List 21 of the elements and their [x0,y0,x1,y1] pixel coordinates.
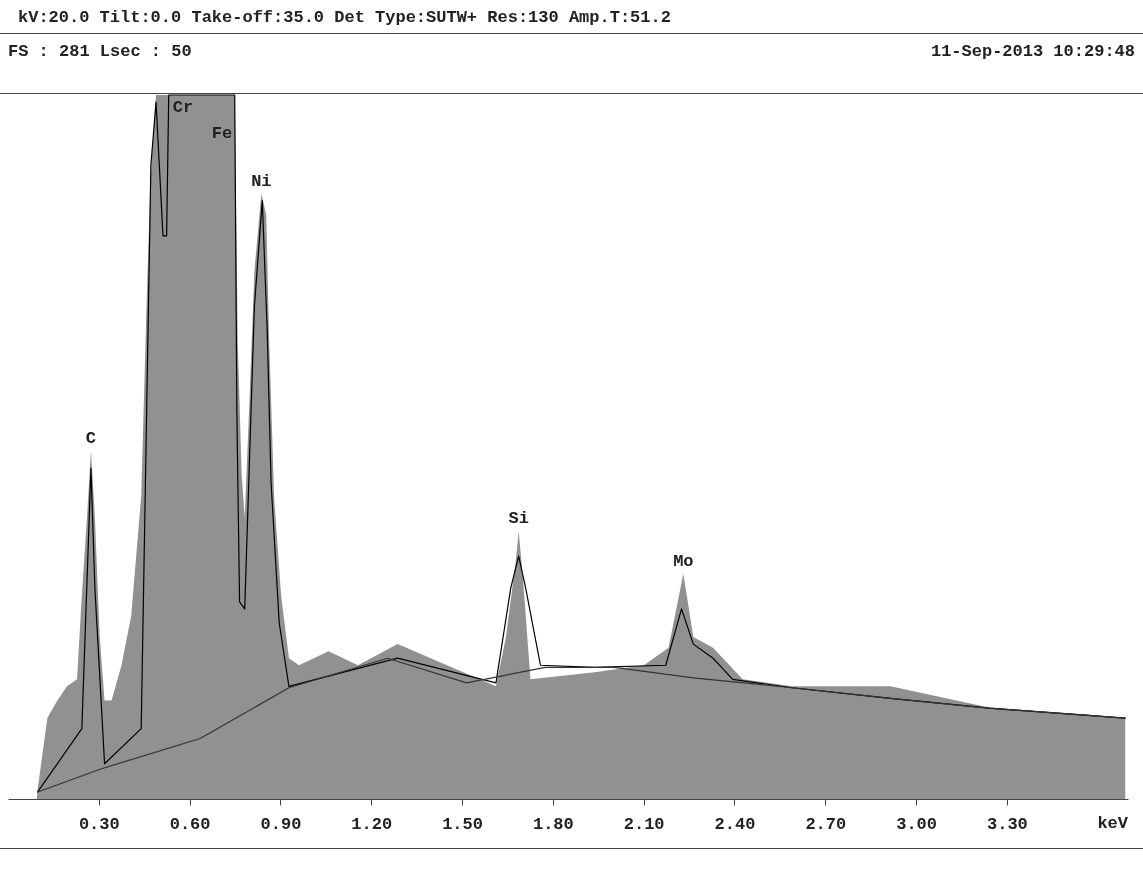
annotation: Ni [251,171,272,191]
x-tick-label: 0.60 [169,814,211,834]
annotation: Mo [673,551,694,571]
x-tick-label: 3.00 [896,814,938,834]
chart-title: kV:20.0 Tilt:0.0 Take-off:35.0 Det Type:SUTW+ Res:130 Amp.T:51.2 [0,0,1143,34]
x-tick-label: 3.30 [987,814,1028,834]
x-tick-label: 2.10 [623,814,665,834]
x-tick-label: 0.90 [260,814,302,834]
text: 11-Sep-2013 10:29:48 [930,42,1135,63]
annotation: C [85,428,97,448]
x-tick-label: 1.20 [351,814,393,834]
x-tick-label: 0.30 [78,814,120,834]
annotation: Si [508,509,529,529]
chart-subtitle: FS : 281 Lsec : 50 [8,42,192,63]
annotation: Cr [172,98,194,117]
x-tick-label: 1.50 [442,814,483,834]
x-tick-label: 2.40 [714,814,756,834]
x-tick-label: 2.70 [805,814,847,834]
x-tick-label: 1.80 [532,814,574,834]
x-axis-title: keV [1097,814,1129,833]
annotation: Fe [211,124,233,143]
